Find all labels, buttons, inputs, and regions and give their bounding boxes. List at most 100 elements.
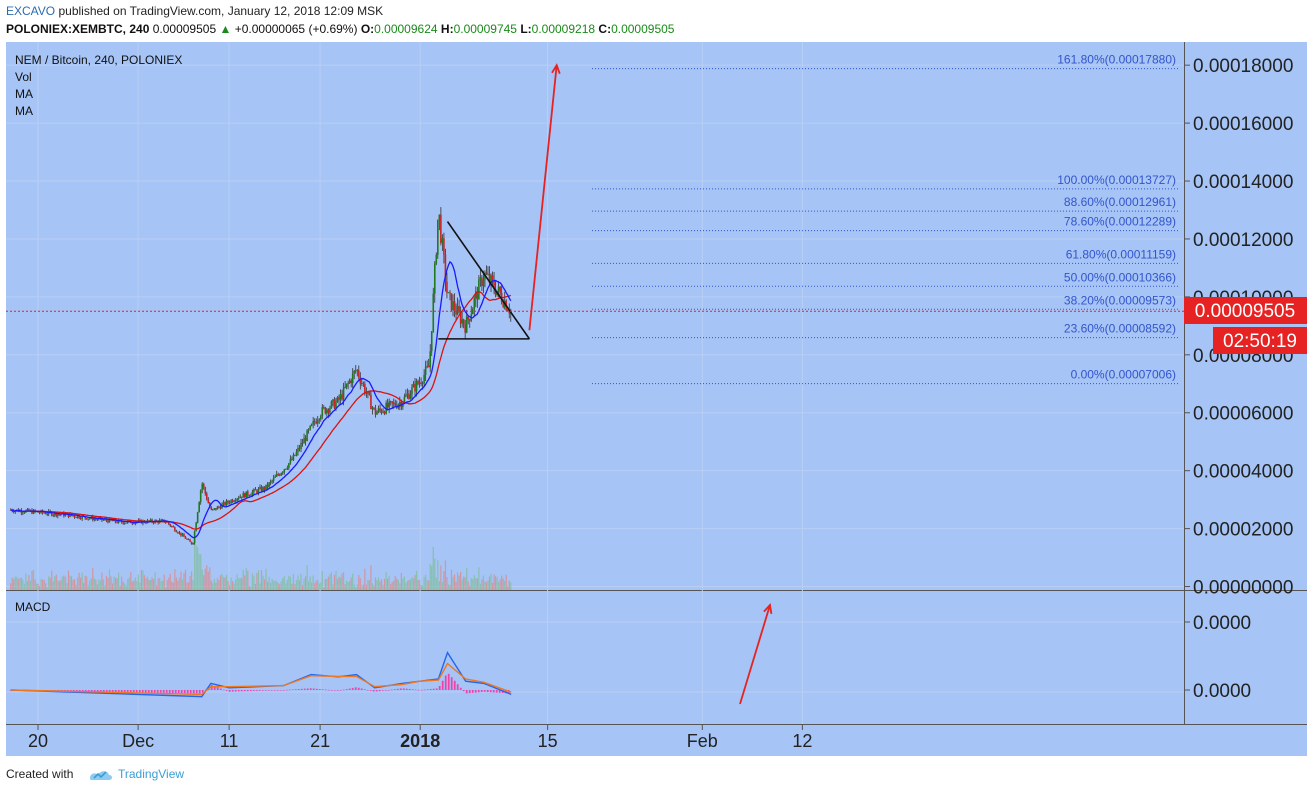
macd-hist-bar (303, 688, 306, 690)
grid-lines (6, 42, 1184, 724)
time-axis[interactable] (6, 724, 1307, 756)
macd-hist-bar (462, 690, 465, 692)
chart-canvas[interactable]: 161.80%(0.00017880) 100.00%(0.00013727) 88… (0, 42, 1313, 760)
macd-hist-bar (408, 688, 411, 690)
y-tick-label: 0.00004000 (1193, 462, 1293, 483)
y-tick-label: 0.00018000 (1193, 56, 1293, 77)
volume-bar (364, 568, 366, 590)
volume-bar (488, 576, 491, 590)
volume-bar (317, 580, 319, 590)
candle-body (380, 410, 383, 413)
candle-body (108, 518, 111, 523)
volume-bar (303, 578, 305, 590)
volume-bar (491, 582, 494, 590)
legend-vol[interactable]: Vol (15, 70, 32, 84)
candle-body (426, 365, 428, 367)
candle-body (171, 525, 173, 527)
symbol-label: POLONIEX:XEMBTC, 240 (6, 22, 150, 36)
candle-body (242, 493, 245, 498)
candle-body (114, 519, 117, 523)
price-axis[interactable] (1184, 42, 1307, 724)
candle-body (406, 393, 409, 396)
volume-bar (95, 579, 97, 590)
volume-bar (355, 587, 357, 590)
volume-bar (390, 584, 392, 590)
macd-hist-bar (423, 689, 426, 691)
target-arrow (528, 65, 558, 331)
volume-bar (460, 571, 462, 590)
volume-bar (157, 578, 159, 590)
macd-hist-bar (330, 690, 333, 691)
macd-hist-bar (273, 690, 276, 691)
candle-body (216, 506, 219, 510)
volume-bar (484, 581, 486, 590)
fib-level-label: 88.60%(0.00012961) (1064, 195, 1176, 209)
candle-body (174, 527, 176, 531)
candle-body (266, 484, 269, 487)
candle-body (452, 301, 454, 310)
volume-bar (332, 584, 334, 590)
fibonacci-levels: 161.80%(0.00017880) 100.00%(0.00013727) 88… (592, 53, 1180, 385)
volume-bar (280, 581, 282, 590)
candle-body (196, 512, 199, 523)
volume-bar (405, 582, 407, 590)
macd-hist-bar (498, 690, 501, 693)
volume-bar (470, 578, 472, 590)
volume-bar (370, 565, 372, 590)
volume-bar (151, 577, 153, 590)
volume-bar (181, 579, 184, 590)
candle-body (167, 522, 170, 525)
candle-body (117, 520, 120, 523)
macd-pane[interactable] (6, 590, 1184, 724)
macd-hist-bar (480, 690, 483, 692)
macd-hist-bar (216, 687, 219, 690)
candle-body (43, 512, 45, 514)
macd-hist-bar (222, 689, 225, 691)
tradingview-logo-icon[interactable] (88, 766, 114, 782)
volume-bar (294, 584, 296, 590)
legend-ma-2[interactable]: MA (15, 104, 33, 118)
volume-bar (385, 571, 387, 590)
y-tick-label: 0.00000000 (1193, 578, 1293, 599)
macd-hist-bar (210, 685, 213, 690)
candle-body (292, 454, 295, 461)
candle-body (113, 519, 115, 522)
volume-bar (174, 569, 176, 590)
legend-ma-1[interactable]: MA (15, 87, 33, 101)
volume-bar (40, 578, 42, 590)
candle-body (399, 401, 401, 405)
candle-body (265, 484, 267, 490)
candle-body (379, 408, 381, 411)
candle-body (23, 512, 26, 514)
candle-body (125, 522, 128, 524)
candle-body (370, 394, 372, 410)
volume-bar (453, 574, 456, 590)
candle-body (145, 522, 147, 524)
candle-body (85, 518, 88, 520)
volume-bar (52, 581, 54, 590)
candle-body (307, 429, 310, 431)
tradingview-brand[interactable]: TradingView (118, 767, 185, 781)
candle-body (315, 422, 318, 424)
volume-bar (149, 580, 152, 590)
volume-bar (429, 563, 431, 590)
macd-hist-bar (444, 675, 447, 690)
volume-bar (200, 554, 202, 590)
author-link[interactable]: EXCAVO (6, 4, 56, 18)
close-value: 0.00009505 (611, 22, 675, 36)
price-pane[interactable] (6, 42, 1184, 590)
candle-body (95, 518, 97, 520)
macd-hist-bar (342, 689, 345, 691)
candle-body (219, 506, 222, 509)
macd-hist-bar (198, 690, 201, 694)
volume-bar (190, 571, 193, 590)
macd-hist-bar (78, 690, 81, 692)
candle-body (335, 401, 337, 409)
volume-bar (254, 584, 257, 590)
candle-body (441, 238, 444, 244)
legend-macd[interactable]: MACD (15, 600, 51, 614)
volume-bar (263, 579, 266, 590)
volume-bar (89, 580, 91, 590)
candle-body (432, 293, 435, 332)
macd-hist-bar (399, 688, 402, 690)
